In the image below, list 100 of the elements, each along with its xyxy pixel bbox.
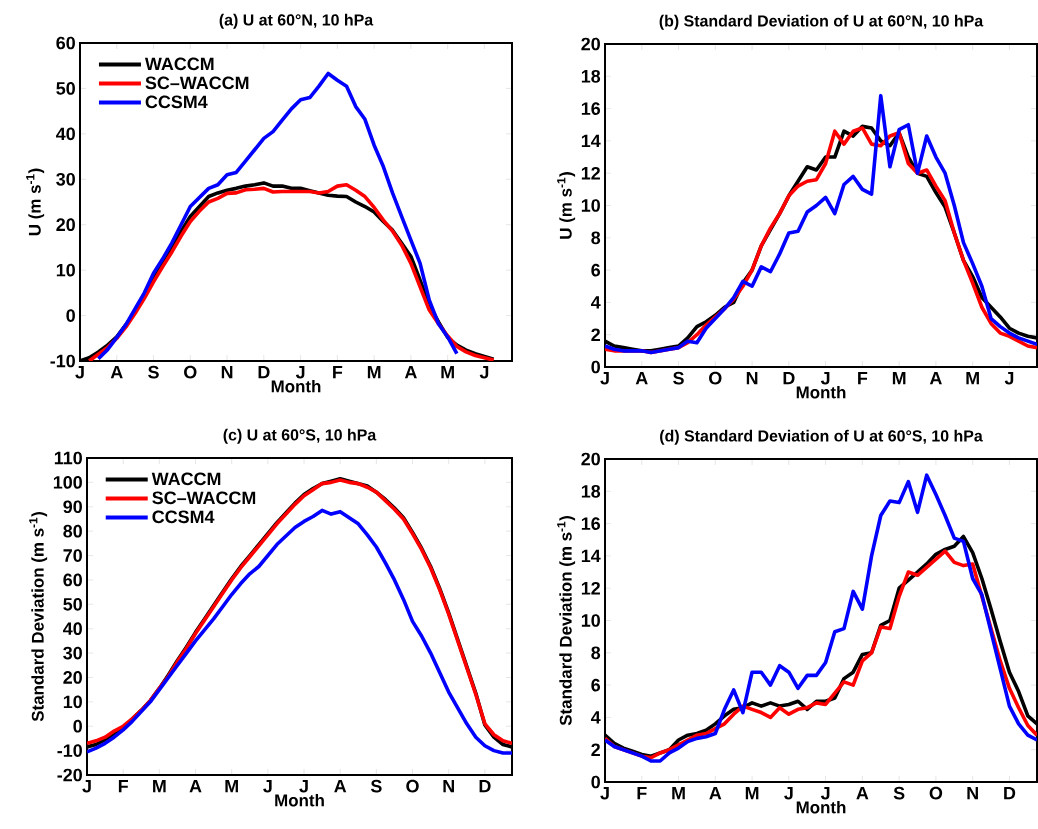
x-tick-label: M [672, 786, 685, 800]
y-tick-label: 0 [73, 719, 82, 733]
y-tick-label: 40 [56, 127, 75, 141]
y-tick-label: 20 [56, 218, 75, 232]
y-axis-title: Standard Deviation (m s$^{-1}$) [557, 516, 576, 726]
x-tick-label: N [443, 779, 454, 793]
x-tick-label: J [299, 779, 308, 793]
x-tick-label: J [784, 786, 793, 800]
y-axis-title: U (m s$^{-1}$) [557, 172, 576, 239]
chart-title: (d) Standard Deviation of U at 60°S, 10 hPa [660, 429, 983, 445]
y-tick-label: 30 [56, 172, 75, 186]
y-tick-label: 8 [591, 231, 601, 245]
y-tick-label: 90 [63, 500, 82, 514]
x-axis-title: Month [275, 793, 324, 807]
x-tick-label: F [118, 779, 128, 793]
x-tick-label: O [184, 365, 197, 379]
y-tick-label: 20 [581, 452, 600, 466]
y-tick-label: 2 [591, 328, 600, 341]
x-tick-label: S [893, 786, 905, 800]
x-tick-label: A [334, 779, 347, 793]
y-tick-label: 70 [63, 549, 82, 562]
y-tick-label: 2 [591, 743, 600, 756]
x-tick-label: J [82, 779, 91, 793]
legend-label: CCSM4 [145, 95, 208, 109]
y-tick-label: 4 [590, 296, 601, 309]
y-tick-label: 8 [591, 646, 601, 660]
x-tick-label: D [1004, 786, 1016, 800]
x-tick-label: S [148, 365, 159, 379]
y-tick-label: 6 [591, 678, 601, 692]
x-tick-label: J [1004, 371, 1014, 385]
y-tick-label: 80 [63, 524, 82, 538]
x-tick-label: D [479, 779, 491, 793]
x-tick-label: N [221, 365, 233, 379]
x-tick-label: M [892, 371, 906, 385]
legend-label: WACCM [151, 472, 221, 486]
chart-title: (c) U at 60°S, 10 hPa [223, 428, 377, 444]
x-tick-label: A [709, 786, 722, 800]
y-tick-label: 10 [581, 199, 600, 212]
x-tick-label: M [441, 365, 454, 379]
y-tick-label: 0 [591, 775, 600, 789]
legend-label: WACCM [144, 57, 214, 71]
legend-label: SC–WACCM [145, 76, 249, 90]
x-tick-label: F [333, 365, 343, 379]
x-tick-label: O [709, 371, 722, 385]
y-tick-label: 30 [63, 646, 82, 660]
y-tick-label: 20 [581, 37, 600, 51]
x-tick-label: J [600, 786, 609, 800]
x-tick-label: J [263, 779, 272, 793]
x-tick-label: O [929, 786, 943, 800]
y-axis-title: Standard Deviation (m s$^{-1}$) [29, 512, 48, 722]
y-tick-label: 110 [54, 451, 82, 465]
x-tick-label: N [746, 371, 758, 385]
y-tick-label: 20 [63, 671, 82, 684]
x-tick-label: O [406, 779, 419, 793]
x-tick-label: S [370, 779, 382, 793]
y-tick-label: 16 [581, 517, 601, 530]
y-tick-label: 14 [581, 134, 601, 148]
x-tick-label: A [110, 365, 123, 379]
y-tick-label: 12 [581, 166, 600, 180]
x-tick-label: J [600, 371, 609, 385]
chart-title: (b) Standard Deviation of U at 60°N, 10 hPa [659, 14, 984, 30]
y-tick-label: 12 [581, 581, 600, 595]
x-tick-label: F [637, 786, 647, 800]
x-tick-label: M [367, 365, 381, 379]
y-tick-label: 16 [581, 102, 601, 115]
y-tick-label: 50 [63, 597, 82, 611]
y-tick-label: 6 [591, 263, 601, 277]
x-axis-title: Month [271, 379, 321, 393]
y-axis-title: U (m s$^{-1}$) [26, 168, 45, 236]
y-tick-label: -10 [57, 744, 82, 757]
x-tick-label: A [189, 779, 202, 793]
y-tick-label: 0 [591, 360, 600, 374]
x-tick-label: M [745, 786, 759, 800]
x-axis-title: Month [796, 800, 846, 814]
x-tick-label: A [929, 371, 942, 385]
y-tick-label: 10 [581, 614, 600, 627]
y-tick-label: -10 [50, 354, 75, 368]
y-tick-label: 14 [581, 549, 601, 563]
x-tick-label: J [820, 786, 830, 800]
x-tick-label: J [820, 371, 830, 385]
x-tick-label: A [404, 365, 417, 379]
legend-label: SC–WACCM [152, 491, 256, 505]
y-tick-label: 60 [63, 573, 82, 587]
x-tick-label: A [856, 786, 869, 800]
y-tick-label: 50 [56, 82, 75, 95]
y-tick-label: 4 [590, 711, 601, 724]
x-tick-label: J [479, 365, 489, 379]
x-tick-label: J [75, 365, 84, 379]
x-tick-label: A [635, 371, 648, 385]
y-tick-label: 18 [581, 69, 601, 83]
x-tick-label: D [258, 365, 270, 379]
x-tick-label: M [153, 779, 166, 793]
y-tick-label: 10 [63, 695, 82, 709]
y-tick-label: -20 [57, 768, 82, 782]
y-tick-label: 10 [56, 263, 75, 277]
x-tick-label: F [858, 371, 868, 385]
x-tick-label: J [295, 365, 305, 379]
x-tick-label: M [966, 371, 979, 385]
y-tick-label: 0 [66, 309, 75, 322]
legend-label: CCSM4 [152, 510, 215, 524]
